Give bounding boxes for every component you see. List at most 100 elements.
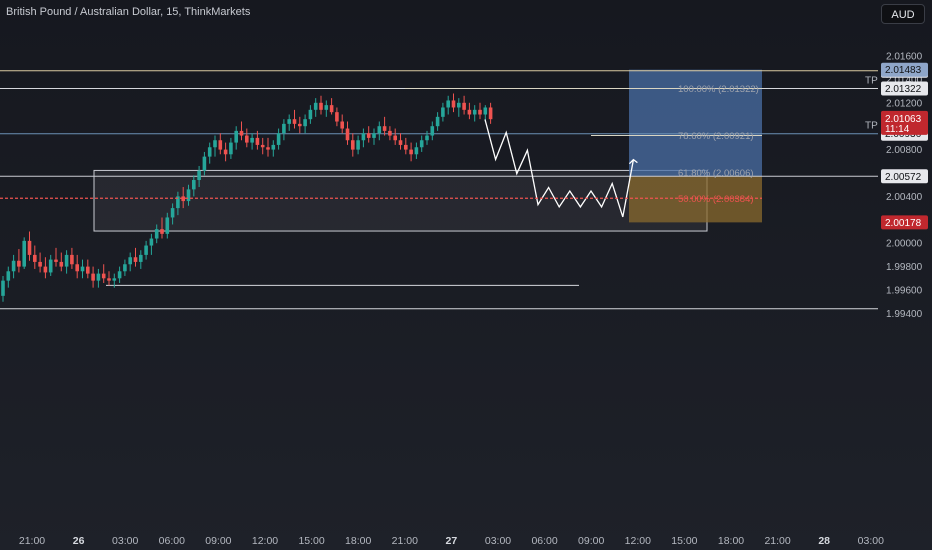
fib-level-label: 100.00% (2.01322) [678,84,759,95]
fib-level-label: 50.00% (2.00384) [678,194,754,205]
candle-body [488,107,493,120]
candle-body [366,133,371,138]
candle-body [266,147,270,150]
projection-layer [484,119,638,218]
candle-body [472,109,477,115]
target-zone [629,69,762,177]
tp-tag-label: TP [865,121,878,132]
candle-body [17,260,21,267]
fib-layer: 100.00% (2.01322) 78.60% (2.00921) 61.80% … [0,84,762,205]
candle-body [245,135,249,143]
price-tick-label: 2.01400 [886,75,923,86]
time-tick-label: 09:00 [578,535,604,547]
candle-body [6,271,11,281]
candle-body [27,240,32,255]
candle-body [149,238,154,246]
price-level-badge [881,81,928,96]
stop-zone [629,176,762,223]
candle-body [313,102,318,110]
candle-body [335,112,339,122]
candle-body [43,266,48,273]
price-level-badge-label: 2.00572 [885,172,922,183]
candle-body [239,130,244,136]
current-price-label: 2.01063 [885,114,922,125]
time-tick-label: 15:00 [298,535,324,547]
stop-price-badge [881,215,928,230]
candle-body [70,254,74,265]
candle-body [218,140,223,150]
candle-body [229,142,233,155]
candle-body [117,271,122,279]
candle-body [298,123,302,127]
demand-zone [93,169,708,232]
candle-body [388,130,392,136]
candle-body [107,278,111,281]
projected-path [484,119,635,218]
time-axis[interactable]: 21:00 26 03:00 06:00 09:00 12:00 15:00 18:00 21:… [19,535,884,547]
candle-body [128,257,132,265]
time-tick-label: 18:00 [718,535,744,547]
candle-body [462,102,466,110]
candle-body [54,259,58,262]
candle-body [430,126,435,136]
candle-layer [1,93,493,302]
candle-body [91,273,95,281]
time-tick-label: 21:00 [19,535,45,547]
price-axis[interactable]: 2.01600 2.01400 2.01200 2.00800 2.00400 2.000… [881,52,928,320]
candle-body [451,100,456,108]
candle-body [404,144,408,150]
price-tick-label: 1.99600 [886,286,923,297]
candle-body [186,189,191,202]
candle-body [457,102,461,108]
candle-body [96,273,101,281]
candle-body [38,261,42,267]
time-tick-label: 15:00 [671,535,697,547]
candle-body [478,109,482,115]
time-tick-label: 18:00 [345,535,371,547]
chart-title: British Pound / Australian Dollar, 15, T… [6,6,251,18]
candle-body [101,273,106,279]
candle-body [419,140,424,148]
time-tick-label: 06:00 [531,535,557,547]
price-tick-label: 1.99400 [886,309,923,320]
price-level-badge-label: 2.01322 [885,84,922,95]
candle-body [181,196,185,202]
tp-tag-label: TP [865,76,878,87]
candle-body [393,135,397,141]
price-level-badge [881,169,928,184]
candle-body [160,229,164,234]
candle-body [48,259,53,273]
price-tick-label: 2.00000 [886,239,923,250]
candle-body [223,149,228,155]
candle-body [33,254,37,262]
currency-button[interactable]: AUD [881,4,925,24]
price-tick-label: 2.01600 [886,52,923,63]
price-tick-label: 2.00400 [886,192,923,203]
price-tick-label: 2.00800 [886,145,923,156]
target-price-badge [881,62,928,77]
candle-body [287,119,291,124]
current-price-badge [881,110,928,135]
candle-body [255,137,260,145]
candle-body [282,123,286,134]
candle-body [207,147,212,157]
time-tick-label: 27 [446,535,458,547]
candle-body [192,180,196,190]
candle-body [59,261,64,267]
candle-body [133,257,138,262]
candle-body [11,260,16,272]
candle-body [425,135,429,141]
candle-body [260,144,265,148]
time-tick-label: 21:00 [392,535,418,547]
time-tick-label: 12:00 [625,535,651,547]
candle-body [446,100,450,108]
candle-body [467,109,472,115]
candle-body [382,126,387,131]
price-tick-label: 1.99800 [886,262,923,273]
candle-body [398,140,403,145]
candle-body [112,278,117,281]
fib-level-label: 61.80% (2.00606) [678,168,754,179]
candle-body [483,107,488,115]
candle-body [165,217,170,234]
